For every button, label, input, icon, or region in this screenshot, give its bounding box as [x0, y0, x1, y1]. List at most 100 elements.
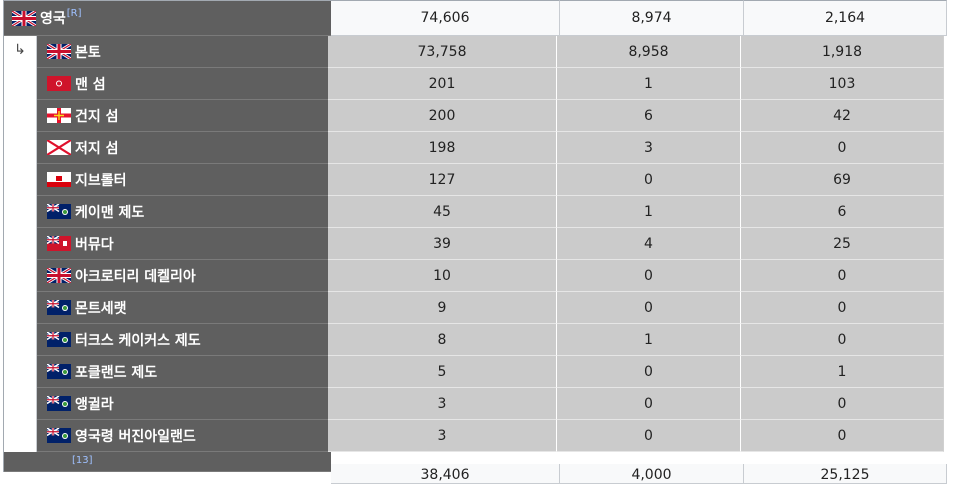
country-name[interactable]: 앵귈라 — [75, 396, 114, 413]
indent-cell — [4, 260, 37, 292]
country-name[interactable]: 몬트세랫 — [75, 300, 127, 317]
indent-cell — [4, 292, 37, 324]
country-name[interactable]: 포클랜드 제도 — [75, 364, 158, 381]
country-name[interactable]: 맨 섬 — [75, 76, 106, 93]
value-cell-2: 4,000 — [560, 464, 744, 484]
indent-cell — [4, 420, 37, 452]
value-cell-2: 0 — [557, 164, 741, 196]
country-cell: 영국령 버진아일랜드 — [37, 420, 328, 452]
blue-ensign-flag-icon — [47, 332, 71, 347]
value-cell-2: 4 — [557, 228, 741, 260]
indent-arrow-icon: ↳ — [14, 42, 26, 58]
country-cell: 터크스 케이커스 제도 — [37, 324, 328, 356]
value-cell-3: 6 — [741, 196, 944, 228]
country-name[interactable]: 케이맨 제도 — [75, 204, 145, 221]
indent-cell — [4, 228, 37, 260]
table-row: 케이맨 제도 45 1 6 — [4, 196, 949, 228]
isle-of-man-flag-icon — [47, 76, 71, 91]
value-cell-3: 0 — [741, 324, 944, 356]
indent-cell — [4, 132, 37, 164]
country-name[interactable]: 버뮤다 — [75, 236, 114, 253]
table-row: ↳ 본토 73,758 8,958 1,918 — [4, 36, 949, 68]
value-cell-2: 1 — [557, 68, 741, 100]
value-cell-1: 45 — [328, 196, 557, 228]
table-row: 영국령 버진아일랜드 3 0 0 — [4, 420, 949, 452]
country-name[interactable]: 본토 — [75, 44, 101, 61]
reference-link[interactable]: [R] — [66, 7, 82, 19]
uk-flag-icon — [47, 44, 71, 59]
value-cell-2: 1 — [557, 196, 741, 228]
table-row-united-kingdom: 영국 [R] 74,606 8,974 2,164 — [4, 0, 949, 36]
country-name[interactable]: 아크로티리 데켈리아 — [75, 268, 196, 285]
indent-cell — [4, 324, 37, 356]
country-cell: 맨 섬 — [37, 68, 328, 100]
country-cell: 버뮤다 — [37, 228, 328, 260]
value-cell-1: 73,758 — [328, 36, 557, 68]
country-cell: [13] — [4, 452, 331, 472]
table-row: 터크스 케이커스 제도 8 1 0 — [4, 324, 949, 356]
indent-cell — [4, 356, 37, 388]
value-cell-2: 0 — [557, 356, 741, 388]
reference-link[interactable]: [13] — [72, 455, 93, 466]
value-cell-3: 25 — [741, 228, 944, 260]
guernsey-flag-icon — [47, 108, 71, 123]
country-cell: 케이맨 제도 — [37, 196, 328, 228]
country-name[interactable]: 저지 섬 — [75, 140, 119, 157]
value-cell-3: 69 — [741, 164, 944, 196]
table-row: 지브롤터 127 0 69 — [4, 164, 949, 196]
value-cell-1: 3 — [328, 420, 557, 452]
gibraltar-flag-icon — [47, 172, 71, 187]
indent-cell — [4, 388, 37, 420]
country-name[interactable]: 터크스 케이커스 제도 — [75, 332, 201, 349]
value-cell-2: 0 — [557, 292, 741, 324]
value-cell-1: 200 — [328, 100, 557, 132]
value-cell-3: 0 — [741, 132, 944, 164]
value-cell-2: 3 — [557, 132, 741, 164]
blue-ensign-flag-icon — [47, 300, 71, 315]
blue-ensign-flag-icon — [47, 204, 71, 219]
value-cell-1: 201 — [328, 68, 557, 100]
table-row: 맨 섬 201 1 103 — [4, 68, 949, 100]
country-name[interactable]: 영국령 버진아일랜드 — [75, 428, 196, 445]
country-name[interactable]: 지브롤터 — [75, 172, 127, 189]
value-cell-1: 10 — [328, 260, 557, 292]
country-cell: 건지 섬 — [37, 100, 328, 132]
value-cell-2: 8,974 — [560, 0, 744, 36]
country-cell: 본토 — [37, 36, 328, 68]
value-cell-3: 25,125 — [744, 464, 947, 484]
table-row: 버뮤다 39 4 25 — [4, 228, 949, 260]
uk-flag-icon — [47, 268, 71, 283]
table-row-partial: [13] 38,406 4,000 25,125 — [4, 452, 949, 484]
country-cell: 포클랜드 제도 — [37, 356, 328, 388]
sub-rows: ↳ 본토 73,758 8,958 1,918 맨 섬 201 1 103 건지 섬 200 6 42 저… — [4, 36, 949, 452]
value-cell-2: 8,958 — [557, 36, 741, 68]
table-row: 포클랜드 제도 5 0 1 — [4, 356, 949, 388]
blue-ensign-flag-icon — [47, 364, 71, 379]
value-cell-3: 2,164 — [744, 0, 947, 36]
value-cell-2: 6 — [557, 100, 741, 132]
value-cell-1: 38,406 — [331, 464, 560, 484]
value-cell-3: 103 — [741, 68, 944, 100]
value-cell-1: 39 — [328, 228, 557, 260]
value-cell-3: 0 — [741, 420, 944, 452]
country-name[interactable]: 건지 섬 — [75, 108, 119, 125]
table-row: 몬트세랫 9 0 0 — [4, 292, 949, 324]
indent-cell: ↳ — [4, 36, 37, 68]
indent-cell — [4, 196, 37, 228]
value-cell-2: 0 — [557, 420, 741, 452]
country-cell: 아크로티리 데켈리아 — [37, 260, 328, 292]
value-cell-3: 1,918 — [741, 36, 944, 68]
value-cell-1: 5 — [328, 356, 557, 388]
country-cell: 지브롤터 — [37, 164, 328, 196]
value-cell-2: 0 — [557, 388, 741, 420]
indent-cell — [4, 164, 37, 196]
value-cell-3: 42 — [741, 100, 944, 132]
country-cell: 저지 섬 — [37, 132, 328, 164]
country-cell: 몬트세랫 — [37, 292, 328, 324]
country-cell: 앵귈라 — [37, 388, 328, 420]
red-ensign-flag-icon — [47, 236, 71, 251]
indent-cell — [4, 100, 37, 132]
value-cell-1: 198 — [328, 132, 557, 164]
table-row: 앵귈라 3 0 0 — [4, 388, 949, 420]
value-cell-3: 0 — [741, 292, 944, 324]
